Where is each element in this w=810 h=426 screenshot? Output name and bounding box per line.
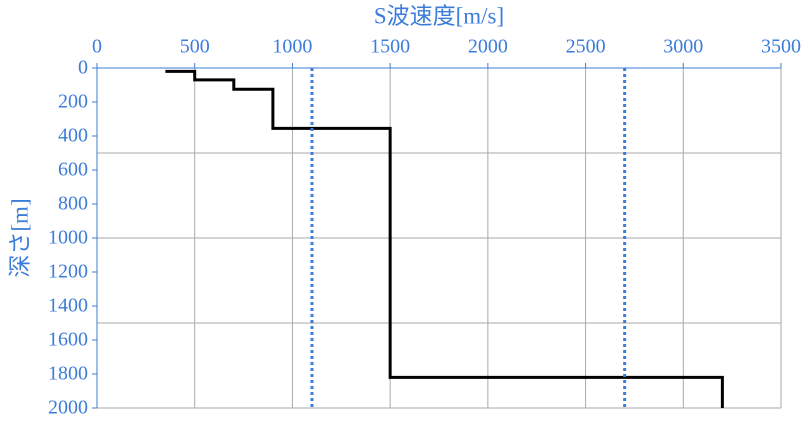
x-tick-label: 500 bbox=[180, 36, 210, 58]
y-tick-label: 1600 bbox=[48, 329, 88, 351]
data-line bbox=[165, 69, 724, 408]
y-tick-label: 0 bbox=[78, 57, 88, 79]
x-tick-label: 2500 bbox=[566, 36, 606, 58]
x-tick-label: 1000 bbox=[272, 36, 312, 58]
y-tick-label: 200 bbox=[58, 91, 88, 113]
y-tick-label: 1000 bbox=[48, 227, 88, 249]
y-tick-label: 600 bbox=[58, 159, 88, 181]
x-tick-label: 2000 bbox=[468, 36, 508, 58]
x-tick-label: 0 bbox=[92, 36, 102, 58]
y-axis-title: 深さ[m] bbox=[7, 198, 32, 277]
x-tick-label: 3000 bbox=[663, 36, 703, 58]
x-tick-label: 3500 bbox=[761, 36, 801, 58]
y-tick-label: 1400 bbox=[48, 295, 88, 317]
y-tick-label: 1200 bbox=[48, 261, 88, 283]
y-tick-label: 2000 bbox=[48, 397, 88, 419]
x-tick-label: 1500 bbox=[370, 36, 410, 58]
y-tick-label: 400 bbox=[58, 125, 88, 147]
y-tick-label: 800 bbox=[58, 193, 88, 215]
x-axis-title: S波速度[m/s] bbox=[374, 3, 504, 28]
y-tick-label: 1800 bbox=[48, 363, 88, 385]
